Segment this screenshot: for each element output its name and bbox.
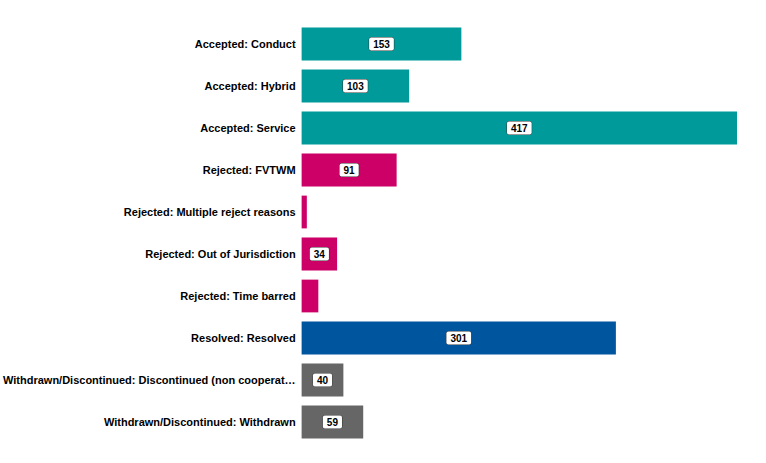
svg-text:34: 34 xyxy=(314,249,326,260)
svg-text:Rejected: Multiple reject reas: Rejected: Multiple reject reasons xyxy=(124,206,296,218)
svg-text:91: 91 xyxy=(344,165,356,176)
svg-text:103: 103 xyxy=(347,81,364,92)
svg-text:417: 417 xyxy=(511,123,528,134)
svg-text:Withdrawn/Discontinued: Discon: Withdrawn/Discontinued: Discontinued (no… xyxy=(3,374,296,386)
svg-text:301: 301 xyxy=(450,333,467,344)
svg-text:153: 153 xyxy=(373,39,390,50)
svg-text:Rejected: Time barred: Rejected: Time barred xyxy=(180,290,295,302)
svg-text:Withdrawn/Discontinued: Withdr: Withdrawn/Discontinued: Withdrawn xyxy=(104,416,296,428)
svg-text:Resolved: Resolved: Resolved: Resolved xyxy=(191,332,296,344)
svg-text:40: 40 xyxy=(317,375,329,386)
svg-text:Accepted: Service: Accepted: Service xyxy=(200,122,295,134)
svg-text:Rejected: FVTWM: Rejected: FVTWM xyxy=(203,164,296,176)
svg-text:59: 59 xyxy=(327,417,339,428)
svg-text:Rejected: Out of Jurisdiction: Rejected: Out of Jurisdiction xyxy=(145,248,296,260)
svg-text:Accepted: Conduct: Accepted: Conduct xyxy=(195,38,296,50)
svg-text:Accepted: Hybrid: Accepted: Hybrid xyxy=(205,80,296,92)
